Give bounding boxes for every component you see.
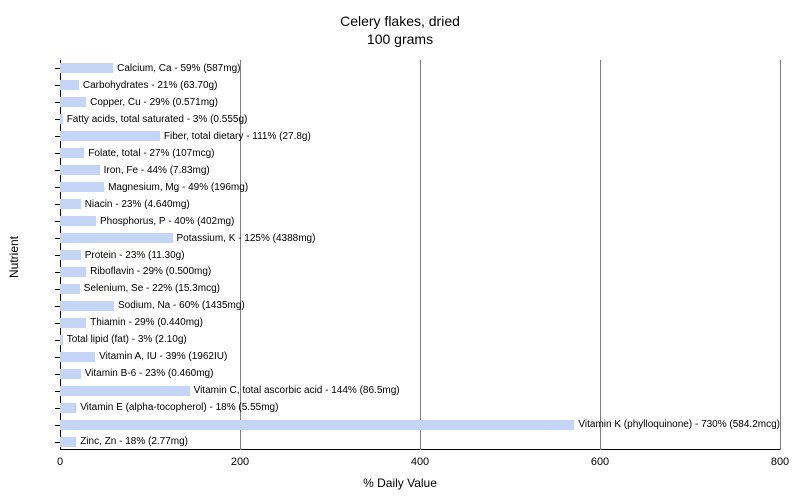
nutrient-bar (60, 97, 86, 107)
nutrient-label: Selenium, Se - 22% (15.3mcg) (84, 283, 220, 294)
nutrient-row: Vitamin E (alpha-tocopherol) - 18% (5.55… (60, 403, 780, 413)
nutrient-row: Selenium, Se - 22% (15.3mcg) (60, 284, 780, 294)
nutrient-bar (60, 352, 95, 362)
nutrient-bar (60, 199, 81, 209)
nutrient-label: Vitamin E (alpha-tocopherol) - 18% (5.55… (80, 402, 278, 413)
nutrient-bar (60, 318, 86, 328)
x-tick-label: 400 (411, 456, 429, 468)
nutrient-bar (60, 369, 81, 379)
nutrient-bar (60, 165, 100, 175)
nutrient-label: Vitamin K (phylloquinone) - 730% (584.2m… (578, 419, 780, 430)
nutrient-row: Iron, Fe - 44% (7.83mg) (60, 165, 780, 175)
nutrient-label: Carbohydrates - 21% (63.70g) (83, 80, 218, 91)
x-tick-label: 800 (771, 456, 789, 468)
nutrient-bar (60, 301, 114, 311)
nutrient-bar (60, 131, 160, 141)
nutrient-label: Vitamin B-6 - 23% (0.460mg) (85, 368, 214, 379)
nutrient-bar (60, 216, 96, 226)
nutrient-row: Vitamin B-6 - 23% (0.460mg) (60, 369, 780, 379)
nutrient-bar (60, 233, 173, 243)
nutrient-bar (60, 114, 63, 124)
nutrient-label: Riboflavin - 29% (0.500mg) (90, 266, 211, 277)
nutrient-row: Copper, Cu - 29% (0.571mg) (60, 97, 780, 107)
title-line-1: Celery flakes, dried (0, 12, 800, 30)
nutrient-row: Calcium, Ca - 59% (587mg) (60, 63, 780, 73)
x-tick-label: 200 (231, 456, 249, 468)
nutrient-row: Fatty acids, total saturated - 3% (0.555… (60, 114, 780, 124)
nutrient-bar (60, 148, 84, 158)
plot-area: Calcium, Ca - 59% (587mg) Carbohydrates -… (60, 60, 780, 450)
nutrient-bar (60, 335, 63, 345)
title-line-2: 100 grams (0, 30, 800, 48)
nutrient-bar (60, 250, 81, 260)
nutrient-label: Zinc, Zn - 18% (2.77mg) (80, 436, 188, 447)
nutrient-label: Thiamin - 29% (0.440mg) (90, 317, 203, 328)
chart-title: Celery flakes, dried 100 grams (0, 0, 800, 48)
nutrient-label: Total lipid (fat) - 3% (2.10g) (67, 334, 187, 345)
x-tick-label: 0 (57, 456, 63, 468)
nutrient-row: Carbohydrates - 21% (63.70g) (60, 80, 780, 90)
nutrient-row: Total lipid (fat) - 3% (2.10g) (60, 335, 780, 345)
nutrient-row: Vitamin C, total ascorbic acid - 144% (8… (60, 386, 780, 396)
nutrient-row: Sodium, Na - 60% (1435mg) (60, 301, 780, 311)
nutrient-bar (60, 403, 76, 413)
nutrient-label: Vitamin C, total ascorbic acid - 144% (8… (194, 385, 400, 396)
nutrient-label: Sodium, Na - 60% (1435mg) (118, 300, 245, 311)
x-axis-title: % Daily Value (363, 476, 437, 490)
nutrient-label: Folate, total - 27% (107mcg) (88, 148, 214, 159)
nutrient-bar (60, 267, 86, 277)
grid-line (780, 60, 781, 450)
nutrient-bar (60, 80, 79, 90)
nutrient-label: Potassium, K - 125% (4388mg) (177, 233, 316, 244)
nutrient-row: Magnesium, Mg - 49% (196mg) (60, 182, 780, 192)
nutrient-row: Zinc, Zn - 18% (2.77mg) (60, 437, 780, 447)
nutrient-row: Potassium, K - 125% (4388mg) (60, 233, 780, 243)
nutrient-bar (60, 420, 574, 430)
nutrient-chart: Celery flakes, dried 100 grams Calcium, … (0, 0, 800, 500)
nutrient-bar (60, 386, 190, 396)
nutrient-bar (60, 284, 80, 294)
nutrient-row: Thiamin - 29% (0.440mg) (60, 318, 780, 328)
nutrient-label: Calcium, Ca - 59% (587mg) (117, 63, 240, 74)
nutrient-row: Phosphorus, P - 40% (402mg) (60, 216, 780, 226)
nutrient-row: Vitamin K (phylloquinone) - 730% (584.2m… (60, 420, 780, 430)
nutrient-label: Fatty acids, total saturated - 3% (0.555… (67, 114, 248, 125)
x-tick-label: 600 (591, 456, 609, 468)
nutrient-bar (60, 437, 76, 447)
nutrient-row: Fiber, total dietary - 111% (27.8g) (60, 131, 780, 141)
nutrient-bar (60, 63, 113, 73)
nutrient-label: Niacin - 23% (4.640mg) (85, 199, 190, 210)
nutrient-label: Magnesium, Mg - 49% (196mg) (108, 182, 248, 193)
nutrient-row: Folate, total - 27% (107mcg) (60, 148, 780, 158)
nutrient-label: Phosphorus, P - 40% (402mg) (100, 216, 234, 227)
nutrient-label: Protein - 23% (11.30g) (85, 250, 185, 261)
y-axis-title: Nutrient (7, 236, 21, 278)
nutrient-label: Iron, Fe - 44% (7.83mg) (104, 165, 210, 176)
nutrient-row: Vitamin A, IU - 39% (1962IU) (60, 352, 780, 362)
nutrient-bar (60, 182, 104, 192)
nutrient-row: Riboflavin - 29% (0.500mg) (60, 267, 780, 277)
nutrient-label: Vitamin A, IU - 39% (1962IU) (99, 351, 227, 362)
nutrient-row: Niacin - 23% (4.640mg) (60, 199, 780, 209)
nutrient-label: Copper, Cu - 29% (0.571mg) (90, 97, 218, 108)
nutrient-label: Fiber, total dietary - 111% (27.8g) (164, 131, 311, 142)
nutrient-row: Protein - 23% (11.30g) (60, 250, 780, 260)
